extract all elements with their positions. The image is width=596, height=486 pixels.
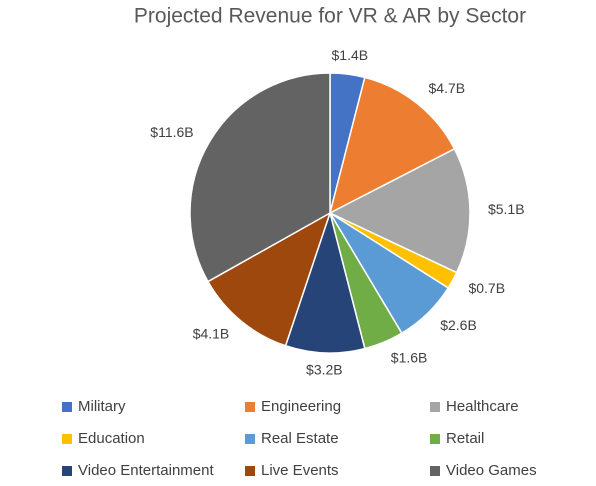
legend-swatch: [245, 434, 255, 444]
legend-swatch: [62, 434, 72, 444]
chart-title: Projected Revenue for VR & AR by Sector: [134, 5, 526, 28]
legend-swatch: [62, 402, 72, 412]
legend-label: Real Estate: [261, 430, 339, 447]
legend-swatch: [430, 434, 440, 444]
data-label: $11.6B: [150, 124, 193, 140]
legend-swatch: [245, 402, 255, 412]
pie-slice: [328, 147, 471, 274]
pie-slice: [206, 211, 332, 347]
legend-label: Live Events: [261, 462, 339, 479]
data-label: $4.1B: [193, 325, 230, 341]
legend-label: Video Games: [446, 462, 537, 479]
legend-label: Engineering: [261, 398, 341, 415]
legend-swatch: [430, 466, 440, 476]
pie-slice: [284, 210, 366, 354]
legend-label: Video Entertainment: [78, 462, 214, 479]
legend-swatch: [62, 466, 72, 476]
pie-slice: [328, 76, 456, 215]
data-label: $2.6B: [440, 317, 477, 333]
legend-swatch: [430, 402, 440, 412]
data-label: $1.6B: [391, 350, 428, 366]
data-label: $0.7B: [468, 280, 505, 296]
legend-swatch: [245, 466, 255, 476]
data-label: $3.2B: [306, 362, 343, 378]
data-label: $4.7B: [429, 80, 466, 96]
data-label: $1.4B: [332, 47, 369, 63]
legend-label: Education: [78, 430, 145, 447]
legend-label: Military: [78, 398, 126, 415]
legend-label: Retail: [446, 430, 484, 447]
legend-label: Healthcare: [446, 398, 519, 415]
data-label: $5.1B: [488, 201, 525, 217]
pie-slice: [189, 72, 331, 283]
